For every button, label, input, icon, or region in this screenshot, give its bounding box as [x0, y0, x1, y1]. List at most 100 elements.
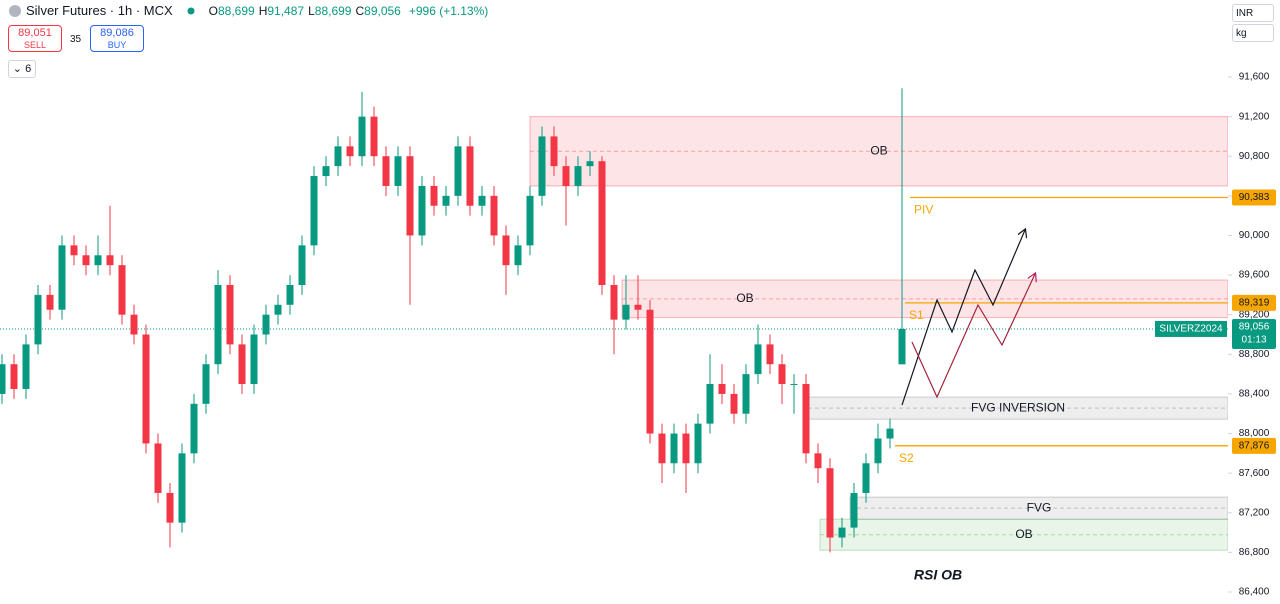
indicators-toggle[interactable]: ⌄ 6	[8, 60, 36, 78]
candle-body	[502, 235, 510, 266]
level-badge	[1232, 294, 1276, 311]
candle-body	[34, 294, 42, 345]
price-badge-label: 89,056	[1239, 322, 1270, 333]
candle-body	[394, 156, 402, 186]
candle-body	[106, 255, 114, 266]
candle-body	[0, 364, 6, 394]
y-tick-label: 88,400	[1239, 389, 1270, 400]
buy-price: 89,086	[100, 27, 134, 39]
candle-body	[790, 384, 798, 386]
unit: kg	[1236, 28, 1247, 39]
change: +996 (+1.13%)	[408, 3, 489, 18]
symbol-name: SILVERZ2024	[1159, 324, 1223, 335]
ohlc-key: C	[355, 3, 365, 18]
candle-body	[178, 453, 186, 523]
level-badge-label: 89,319	[1239, 298, 1270, 309]
zone	[529, 116, 1229, 187]
candle-body	[838, 527, 846, 538]
candle-body	[730, 393, 738, 414]
candle-body	[142, 334, 150, 444]
ohlc-key: H	[258, 3, 268, 18]
candle-body	[118, 265, 126, 315]
candle-body	[322, 166, 330, 177]
candle-body	[634, 304, 642, 310]
candle-body	[754, 344, 762, 375]
ohlc-value: 88,699	[314, 3, 352, 18]
y-tick-label: 89,600	[1239, 270, 1270, 281]
candle-body	[214, 284, 222, 365]
candle-body	[862, 463, 870, 493]
candle-body	[442, 195, 450, 206]
candle-body	[238, 344, 246, 385]
candle-body	[778, 364, 786, 385]
candle-body	[22, 344, 30, 389]
ohlc-value: 91,487	[267, 3, 305, 18]
candle-body	[886, 428, 894, 439]
candle-body	[682, 433, 690, 464]
sell-button[interactable]: 89,051 SELL	[8, 25, 62, 52]
y-tick-label: 87,600	[1239, 468, 1270, 479]
buy-label: BUY	[107, 40, 127, 50]
candle-body	[574, 166, 582, 186]
candle-body	[334, 146, 342, 167]
status-dot	[187, 7, 195, 14]
candle-body	[418, 185, 426, 236]
candle-body	[250, 334, 258, 385]
y-tick-label: 90,800	[1239, 151, 1270, 162]
candle-body	[130, 314, 138, 335]
level-name: S1	[909, 308, 924, 322]
candle-body	[538, 136, 546, 196]
ohlc-value: 88,699	[218, 3, 255, 18]
candle-body	[46, 294, 54, 310]
candle-body	[166, 492, 174, 523]
currency: INR	[1236, 8, 1254, 19]
zone-label: OB	[736, 291, 753, 305]
candle-body	[742, 374, 750, 414]
candle-body	[82, 255, 90, 266]
candle-body	[226, 284, 234, 345]
candle-body	[586, 161, 594, 167]
candle-body	[766, 344, 774, 365]
symbol-badge	[1155, 320, 1227, 337]
level-name: S2	[899, 451, 914, 465]
buy-button[interactable]: 89,086 BUY	[90, 25, 144, 52]
candle-body	[286, 284, 294, 305]
level-badge	[1232, 437, 1276, 454]
projection-path	[911, 274, 1035, 399]
projection-path	[901, 230, 1025, 406]
candle-body	[382, 156, 390, 186]
ohlc-values: O88,699 H91,487 L88,699 C89,056	[209, 4, 405, 18]
candle-body	[874, 438, 882, 464]
candle-body	[94, 255, 102, 266]
sell-label: SELL	[23, 40, 47, 50]
countdown: 01:13	[1241, 335, 1266, 346]
candle-body	[70, 245, 78, 256]
zone	[621, 279, 1229, 319]
unit-select[interactable]: kg	[1232, 24, 1274, 42]
zone-label: OB	[1015, 527, 1032, 541]
candle-body	[310, 176, 318, 246]
y-tick-label: 88,800	[1239, 349, 1270, 360]
ohlc-key: L	[308, 3, 315, 18]
candle-body	[718, 384, 726, 394]
candle-body	[58, 245, 66, 310]
candle-body	[274, 304, 282, 315]
zone-label: OB	[870, 143, 887, 157]
candle-body	[466, 146, 474, 206]
candle-body	[850, 492, 858, 528]
y-tick-label: 91,600	[1239, 72, 1270, 83]
candle-body	[454, 146, 462, 196]
y-tick-label: 91,200	[1239, 111, 1270, 122]
level-badge-label: 87,876	[1239, 440, 1270, 451]
currency-select[interactable]: INR	[1232, 4, 1274, 22]
candle-body	[298, 245, 306, 285]
annotation: RSI OB	[914, 567, 962, 583]
y-tick-label: 88,000	[1239, 428, 1270, 439]
candle-body	[898, 328, 906, 365]
candle-body	[694, 423, 702, 464]
sell-price: 89,051	[18, 27, 52, 39]
candle-body	[622, 304, 630, 320]
candle-body	[598, 161, 606, 285]
candle-body	[358, 116, 366, 157]
